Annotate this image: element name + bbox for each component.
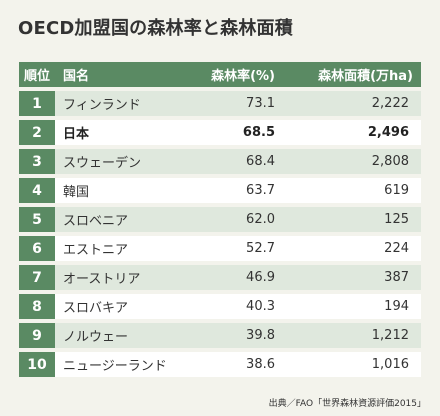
country-name: フィンランド xyxy=(55,91,193,116)
rank-number: 10 xyxy=(19,352,55,377)
table-row: 5 スロベニア 62.0 125 xyxy=(19,207,421,232)
forest-area-value: 194 xyxy=(279,294,421,319)
table-row: 2 日本 68.5 2,496 xyxy=(19,120,421,145)
rank-number: 1 xyxy=(19,91,55,116)
rank-number: 6 xyxy=(19,236,55,261)
table-row: 9 ノルウェー 39.8 1,212 xyxy=(19,323,421,348)
forest-rate-value: 63.7 xyxy=(193,178,279,203)
chart-title: OECD加盟国の森林率と森林面積 xyxy=(18,18,293,39)
country-name: スウェーデン xyxy=(55,149,193,174)
table-header-row: 順位 国名 森林率(%) 森林面積(万ha) xyxy=(19,62,421,87)
header-rank: 順位 xyxy=(19,62,55,87)
forest-area-value: 2,808 xyxy=(279,149,421,174)
source-note: 出典／FAO「世界森林資源評価2015」 xyxy=(268,399,426,409)
forest-area-value: 125 xyxy=(279,207,421,232)
forest-area-value: 1,016 xyxy=(279,352,421,377)
table-body: 1 フィンランド 73.1 2,222 2 日本 68.5 2,496 3 スウェーデン 68.4 2… xyxy=(19,91,421,377)
forest-rate-value: 68.5 xyxy=(193,120,279,145)
table-row: 6 エストニア 52.7 224 xyxy=(19,236,421,261)
country-name: スロベニア xyxy=(55,207,193,232)
forest-area-value: 2,496 xyxy=(279,120,421,145)
forest-ranking-table: 順位 国名 森林率(%) 森林面積(万ha) 1 フィンランド 73.1 2,222 2… xyxy=(19,58,421,381)
rank-number: 9 xyxy=(19,323,55,348)
rank-number: 4 xyxy=(19,178,55,203)
table-row: 1 フィンランド 73.1 2,222 xyxy=(19,91,421,116)
header-forest-rate: 森林率(%) xyxy=(193,62,279,87)
rank-number: 3 xyxy=(19,149,55,174)
country-name: 韓国 xyxy=(55,178,193,203)
table-row: 10 ニュージーランド 38.6 1,016 xyxy=(19,352,421,377)
country-name: スロバキア xyxy=(55,294,193,319)
forest-rate-value: 73.1 xyxy=(193,91,279,116)
forest-area-value: 619 xyxy=(279,178,421,203)
rank-number: 2 xyxy=(19,120,55,145)
table-row: 7 オーストリア 46.9 387 xyxy=(19,265,421,290)
rank-number: 5 xyxy=(19,207,55,232)
rank-number: 7 xyxy=(19,265,55,290)
country-name: エストニア xyxy=(55,236,193,261)
forest-area-value: 2,222 xyxy=(279,91,421,116)
forest-area-value: 224 xyxy=(279,236,421,261)
table-row: 3 スウェーデン 68.4 2,808 xyxy=(19,149,421,174)
forest-rate-value: 62.0 xyxy=(193,207,279,232)
rank-number: 8 xyxy=(19,294,55,319)
header-forest-area: 森林面積(万ha) xyxy=(279,62,421,87)
country-name: ニュージーランド xyxy=(55,352,193,377)
forest-rate-value: 39.8 xyxy=(193,323,279,348)
table-row: 4 韓国 63.7 619 xyxy=(19,178,421,203)
forest-rate-value: 52.7 xyxy=(193,236,279,261)
forest-rate-value: 40.3 xyxy=(193,294,279,319)
forest-rate-value: 46.9 xyxy=(193,265,279,290)
table-row: 8 スロバキア 40.3 194 xyxy=(19,294,421,319)
country-name: 日本 xyxy=(55,120,193,145)
forest-area-value: 1,212 xyxy=(279,323,421,348)
header-country: 国名 xyxy=(55,62,193,87)
forest-area-value: 387 xyxy=(279,265,421,290)
forest-rate-value: 38.6 xyxy=(193,352,279,377)
forest-rate-value: 68.4 xyxy=(193,149,279,174)
country-name: オーストリア xyxy=(55,265,193,290)
country-name: ノルウェー xyxy=(55,323,193,348)
